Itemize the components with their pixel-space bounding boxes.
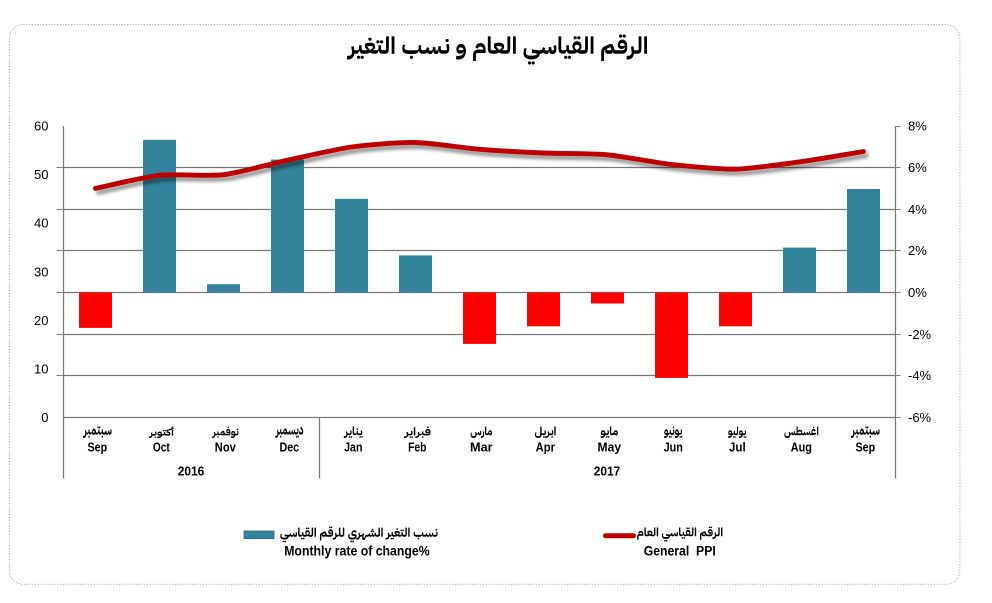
svg-text:20: 20 bbox=[34, 313, 48, 328]
svg-text:2%: 2% bbox=[908, 243, 927, 258]
svg-text:Oct: Oct bbox=[153, 440, 170, 455]
svg-text:Jul: Jul bbox=[729, 440, 746, 455]
svg-text:Mar: Mar bbox=[470, 440, 493, 455]
svg-text:Jan: Jan bbox=[344, 440, 362, 455]
svg-text:-6%: -6% bbox=[908, 410, 932, 425]
svg-text:60: 60 bbox=[34, 119, 48, 134]
svg-text:0: 0 bbox=[41, 410, 48, 425]
svg-text:30: 30 bbox=[34, 264, 48, 279]
svg-text:Monthly rate of change%: Monthly rate of change% bbox=[284, 543, 430, 558]
svg-text:10: 10 bbox=[34, 361, 48, 376]
svg-text:2016: 2016 bbox=[178, 464, 205, 479]
svg-text:Nov: Nov bbox=[215, 440, 237, 455]
svg-text:-4%: -4% bbox=[908, 368, 932, 383]
svg-text:Apr: Apr bbox=[536, 440, 555, 455]
svg-text:8%: 8% bbox=[908, 119, 927, 134]
svg-text:Sep: Sep bbox=[87, 440, 107, 455]
svg-text:40: 40 bbox=[34, 216, 48, 231]
svg-text:Sep: Sep bbox=[855, 440, 875, 455]
svg-text:4%: 4% bbox=[908, 202, 927, 217]
svg-text:0%: 0% bbox=[908, 285, 927, 300]
svg-text:May: May bbox=[598, 440, 622, 455]
svg-text:-2%: -2% bbox=[908, 327, 932, 342]
svg-text:2017: 2017 bbox=[594, 464, 621, 479]
svg-text:Aug: Aug bbox=[791, 440, 812, 455]
svg-text:General PPI: General PPI bbox=[644, 543, 716, 558]
svg-text:6%: 6% bbox=[908, 160, 927, 175]
svg-text:Jun: Jun bbox=[664, 440, 683, 455]
svg-text:Dec: Dec bbox=[279, 440, 299, 455]
svg-text:50: 50 bbox=[34, 167, 48, 182]
svg-text:Feb: Feb bbox=[408, 440, 426, 455]
